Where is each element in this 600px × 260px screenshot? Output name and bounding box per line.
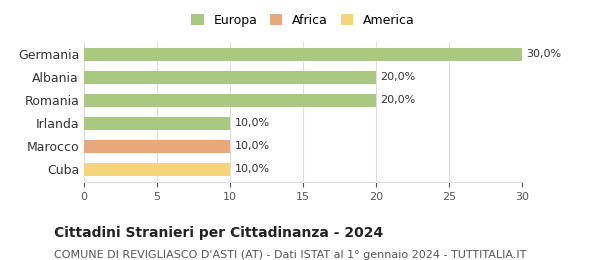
Text: 20,0%: 20,0% [380,72,416,82]
Legend: Europa, Africa, America: Europa, Africa, America [186,9,420,31]
Bar [84,117,230,130]
Text: 10,0%: 10,0% [235,141,269,151]
Text: 30,0%: 30,0% [526,49,562,59]
Bar [84,71,376,84]
Bar [84,94,376,107]
Bar [84,140,230,153]
Text: Cittadini Stranieri per Cittadinanza - 2024: Cittadini Stranieri per Cittadinanza - 2… [54,226,383,240]
Bar [84,163,230,176]
Text: 20,0%: 20,0% [380,95,416,105]
Bar [84,48,522,61]
Text: 10,0%: 10,0% [235,118,269,128]
Text: 10,0%: 10,0% [235,164,269,174]
Text: COMUNE DI REVIGLIASCO D'ASTI (AT) - Dati ISTAT al 1° gennaio 2024 - TUTTITALIA.I: COMUNE DI REVIGLIASCO D'ASTI (AT) - Dati… [54,250,526,259]
